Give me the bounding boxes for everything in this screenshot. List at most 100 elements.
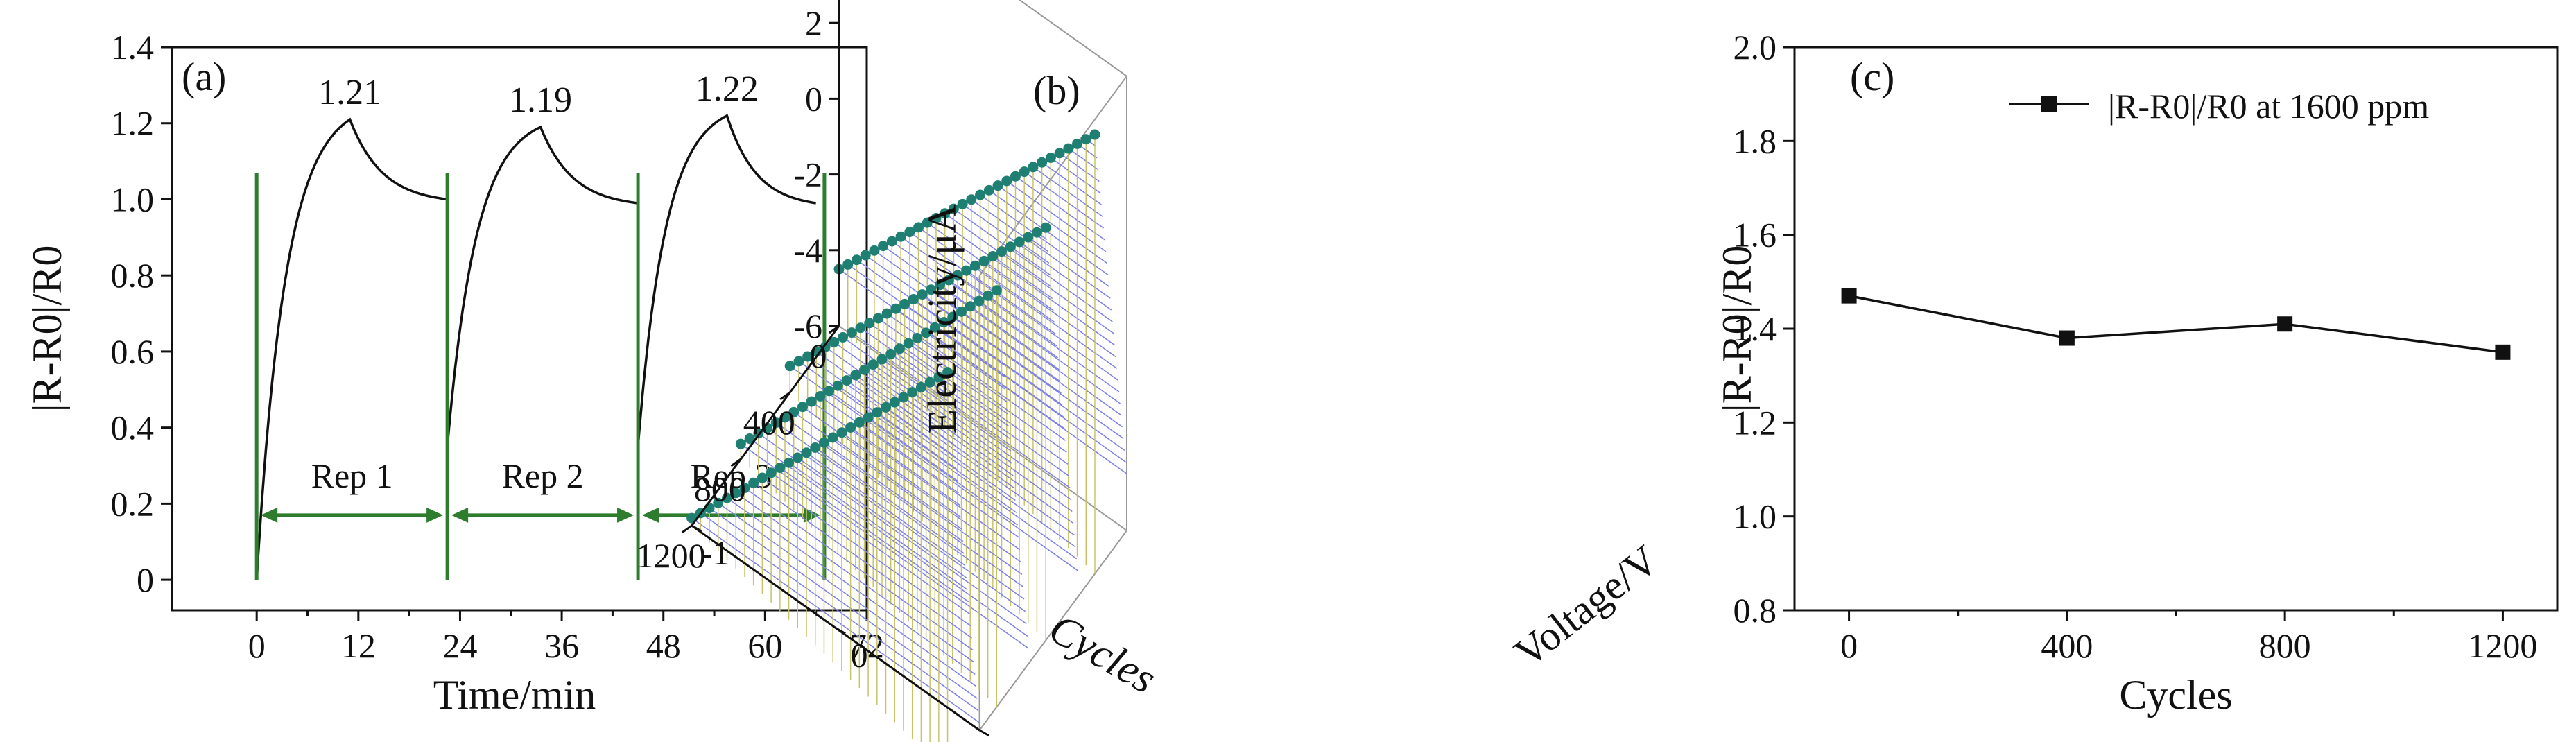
data-point [739,483,750,494]
voltage-line [700,512,979,711]
voltage-line [824,442,964,542]
voltage-line [969,306,1001,328]
data-point [1054,148,1065,159]
y-tick-label: 1.6 [1734,216,1777,254]
y-tick-label: 1.2 [111,104,155,143]
data-point [913,222,924,233]
voltage-line [899,348,1010,427]
chart-panel-b: -6-4-2024604008001200-101 (b) Electricit… [637,0,1666,742]
data-point [991,285,1002,296]
y-tick [691,524,702,533]
voltage-line [961,311,1002,340]
voltage-line [908,343,1008,415]
data-point [766,467,777,478]
voltage-line [988,189,1109,276]
voltage-line [850,426,960,506]
axis-edge [978,530,1127,731]
data-point [983,290,994,301]
voltage-line [900,236,1120,392]
data-point [924,377,935,388]
data-point [869,245,880,256]
data-point [815,390,826,402]
data-point [770,417,781,429]
data-point [987,251,999,262]
y-tick-label: 0.4 [111,408,155,447]
voltage-line [974,265,1055,323]
voltage-line [876,412,957,469]
data-point [938,317,949,328]
data-point [992,180,1003,191]
x-tick-label: 24 [442,626,477,665]
data-point [1005,241,1016,252]
data-point [1031,227,1042,238]
data-point [824,386,835,397]
x-axis-line [691,325,840,526]
voltage-line [917,337,1008,402]
voltage-line [926,222,1116,358]
z-tick-label: 2 [805,3,822,42]
voltage-line [758,433,1027,625]
data-point [1080,134,1091,145]
rep-label: Rep 1 [311,456,393,495]
data-point [784,457,795,468]
voltage-line [767,427,1026,612]
voltage-line [971,199,1111,299]
data-point [775,463,786,474]
data-point [899,298,910,309]
data-point [894,343,905,354]
data-point [845,422,856,433]
data-point [895,231,906,242]
data-point [965,301,976,312]
y-tick-label: 1.8 [1734,121,1777,160]
data-point [846,327,857,338]
panel-c-marks: 0 400 800 1200 0.8 1.0 1.2 1.4 1.6 1.8 2.0 [1734,28,2538,665]
voltage-line [943,321,1004,365]
voltage-line [992,255,1053,300]
voltage-line [918,227,1118,369]
data-point [889,397,900,408]
data-point [1089,129,1100,140]
data-point [829,336,840,347]
x-tick-label: 800 [694,469,746,508]
data-point [850,370,861,381]
voltage-line [779,467,969,603]
data-point [872,407,883,418]
data-point [744,433,755,445]
data-point [827,432,838,443]
voltage-line [883,245,1122,416]
data-point [881,308,892,319]
voltage-line [837,385,1017,513]
voltage-line [735,492,975,663]
data-point [836,427,847,438]
data-point [867,359,879,370]
voltage-line [797,457,967,578]
voltage-line [842,336,1072,501]
voltage-line [815,351,1075,536]
voltage-line [847,264,1126,463]
x-tick-label: 60 [747,626,782,665]
y-tick-label: 0.8 [1734,591,1777,630]
x-tick [730,458,742,467]
voltage-line [691,517,980,723]
voltage-line [920,386,951,409]
data-point [2277,316,2293,332]
data-point [855,322,866,334]
voltage-line [952,316,1003,353]
rep-arrowhead [451,507,469,523]
legend-marker [2041,96,2057,112]
data-point [966,194,977,205]
data-point [779,412,790,423]
data-point [907,387,918,398]
voltage-line [1010,246,1051,276]
y-tick-label: -1 [701,533,730,572]
data-point [957,198,968,209]
voltage-line [874,250,1123,428]
z-tick-label: -4 [793,231,822,270]
data-point [1841,288,1857,304]
data-point [983,184,994,196]
data-point [854,417,865,428]
response-curve [255,117,448,580]
data-point [904,227,915,238]
data-point [730,488,741,499]
y-tick-label: 0 [137,560,154,599]
